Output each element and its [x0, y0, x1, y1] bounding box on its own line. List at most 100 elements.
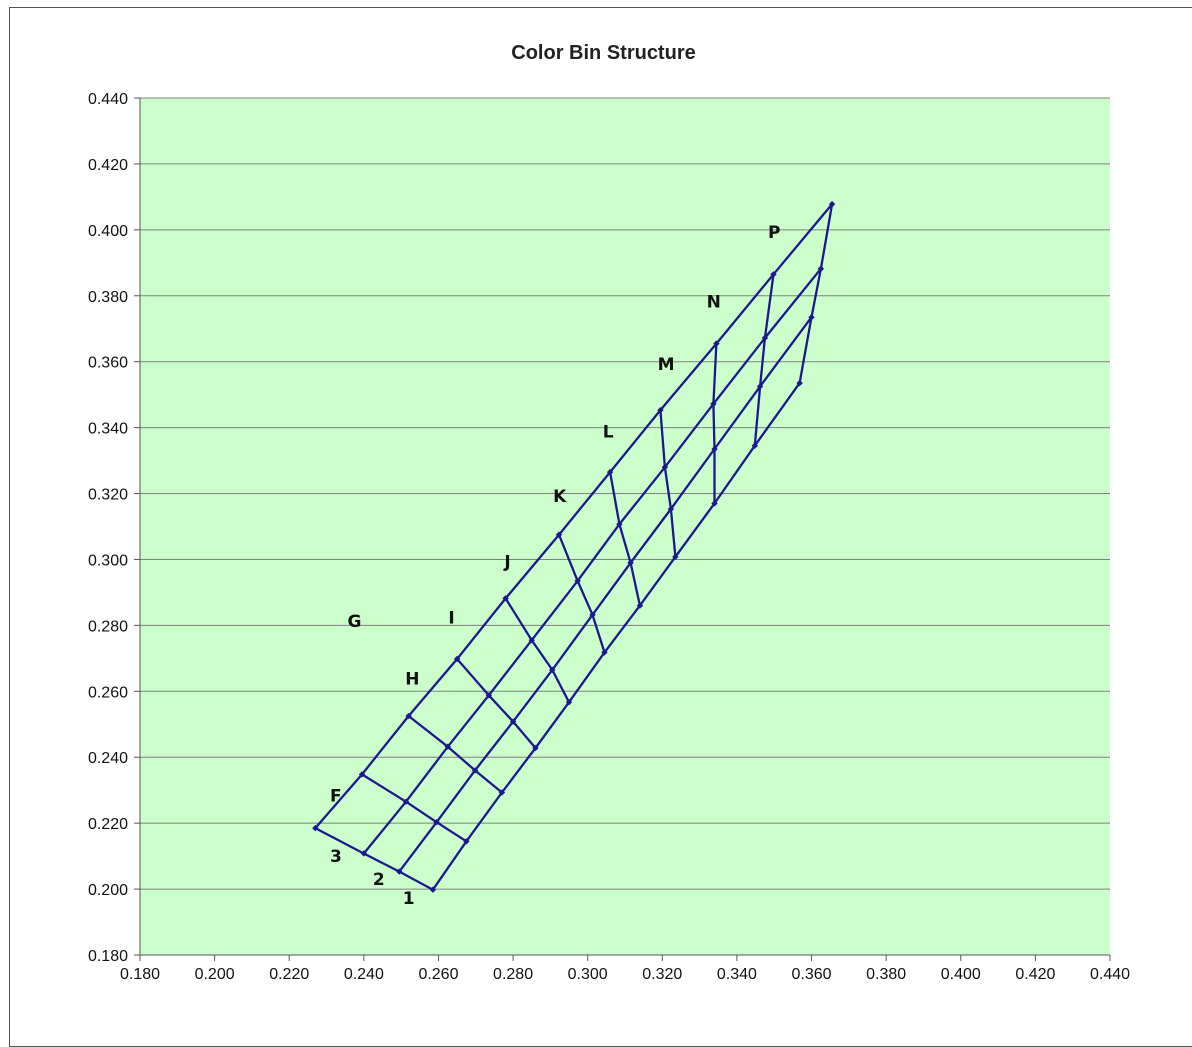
bin-vertex-marker — [770, 271, 777, 278]
bin-column-label: F — [330, 787, 342, 807]
x-tick-label: 0.380 — [866, 966, 906, 983]
y-tick-label: 0.220 — [88, 816, 128, 833]
bin-column-label: L — [603, 423, 614, 443]
bin-vertex-marker — [589, 611, 596, 619]
bin-vertex-marker — [396, 868, 403, 875]
bin-vertex-marker — [711, 500, 718, 507]
bin-vertex-marker — [751, 442, 759, 449]
bin-vertex-marker — [502, 595, 509, 602]
bin-vertex-marker — [358, 771, 366, 778]
bin-vertex-marker — [657, 406, 664, 414]
bin-row-label: 2 — [373, 870, 385, 890]
bin-column-line — [314, 827, 434, 891]
bin-vertex-marker — [485, 692, 493, 699]
y-tick-label: 0.360 — [88, 355, 128, 372]
bin-column-line — [712, 343, 718, 504]
bin-column-label: N — [707, 292, 721, 312]
bin-column-label: P — [768, 223, 780, 243]
bin-vertex-marker — [509, 718, 517, 725]
bin-vertex-marker — [555, 531, 563, 538]
bin-vertex-marker — [601, 649, 608, 656]
bin-vertex-marker — [761, 334, 769, 342]
bin-column-line — [407, 715, 503, 794]
bin-column-line — [659, 410, 677, 557]
x-tick-label: 0.200 — [195, 966, 235, 983]
bin-vertex-marker — [627, 559, 634, 566]
bin-vertex-marker — [756, 383, 764, 390]
bin-vertex-marker — [574, 577, 581, 585]
bin-vertex-marker — [667, 505, 675, 513]
bin-vertex-marker — [713, 340, 720, 347]
bin-column-line — [557, 534, 606, 653]
bin-vertex-marker — [471, 767, 479, 774]
bin-vertex-marker — [672, 553, 679, 561]
bin-column-line — [753, 274, 775, 446]
bin-vertex-marker — [616, 520, 623, 528]
bin-vertex-marker — [532, 744, 539, 752]
bin-row-label: 1 — [403, 889, 415, 909]
bin-vertex-marker — [710, 400, 717, 408]
bin-vertex-marker — [565, 698, 573, 706]
bin-vertex-marker — [661, 463, 669, 471]
y-tick-label: 0.340 — [88, 421, 128, 438]
bin-vertex-marker — [711, 445, 718, 453]
bin-vertex-marker — [463, 838, 470, 845]
x-tick-label: 0.440 — [1090, 966, 1130, 983]
y-tick-label: 0.280 — [88, 618, 128, 635]
bin-column-line — [608, 471, 642, 606]
x-tick-label: 0.280 — [493, 966, 533, 983]
bin-vertex-marker — [453, 655, 461, 663]
bin-vertex-marker — [796, 379, 803, 387]
bin-vertex-marker — [828, 200, 836, 208]
plot-area — [140, 98, 1110, 955]
bin-vertex-marker — [433, 818, 440, 826]
chart-title: Color Bin Structure — [511, 42, 696, 64]
y-tick-label: 0.440 — [88, 91, 128, 108]
axes: 0.180 0.200 0.220 0.240 0.260 0.280 0.300 0.320… — [88, 91, 1130, 983]
bin-grid-markers — [312, 200, 836, 893]
x-tick-label: 0.240 — [344, 966, 384, 983]
bin-vertex-marker — [817, 265, 825, 272]
x-tick-label: 0.320 — [642, 966, 682, 983]
y-tick-label: 0.260 — [88, 684, 128, 701]
x-tick-label: 0.360 — [792, 966, 832, 983]
bin-vertex-marker — [360, 850, 368, 857]
bin-column-line — [361, 773, 468, 843]
bin-vertex-marker — [606, 468, 614, 476]
bin-column-label: G — [348, 612, 362, 632]
y-tick-label: 0.420 — [88, 157, 128, 174]
x-tick-label: 0.340 — [717, 966, 757, 983]
bin-column-line — [798, 203, 834, 384]
bin-column-label: M — [658, 355, 675, 375]
bin-vertex-marker — [808, 313, 815, 321]
bin-vertex-marker — [549, 666, 556, 674]
y-tick-label: 0.200 — [88, 882, 128, 899]
bin-column-label: H — [405, 670, 419, 690]
bin-vertex-marker — [498, 789, 506, 796]
x-tick-label: 0.420 — [1015, 966, 1055, 983]
bin-vertex-marker — [444, 743, 451, 750]
y-tick-label: 0.400 — [88, 223, 128, 240]
bin-vertex-marker — [405, 712, 412, 720]
bin-vertex-marker — [636, 602, 644, 609]
bin-vertex-marker — [312, 824, 319, 832]
x-tick-label: 0.300 — [568, 966, 608, 983]
y-tick-label: 0.320 — [88, 487, 128, 504]
bin-vertex-marker — [528, 637, 535, 644]
y-tick-label: 0.380 — [88, 289, 128, 306]
bin-column-label: K — [553, 487, 567, 507]
bin-column-label: J — [503, 553, 510, 573]
bin-labels: F G H I J K L M N P 3 21 — [330, 223, 781, 909]
y-tick-label: 0.240 — [88, 750, 128, 767]
bin-column-label: I — [448, 609, 454, 629]
x-tick-label: 0.180 — [120, 966, 160, 983]
bin-vertex-marker — [429, 886, 437, 893]
bin-column-line — [504, 597, 571, 703]
bin-vertex-marker — [402, 798, 410, 805]
bin-column-line — [456, 658, 537, 749]
x-tick-label: 0.220 — [269, 966, 309, 983]
x-tick-label: 0.260 — [418, 966, 458, 983]
y-tick-label: 0.300 — [88, 552, 128, 569]
y-tick-label: 0.180 — [88, 948, 128, 965]
